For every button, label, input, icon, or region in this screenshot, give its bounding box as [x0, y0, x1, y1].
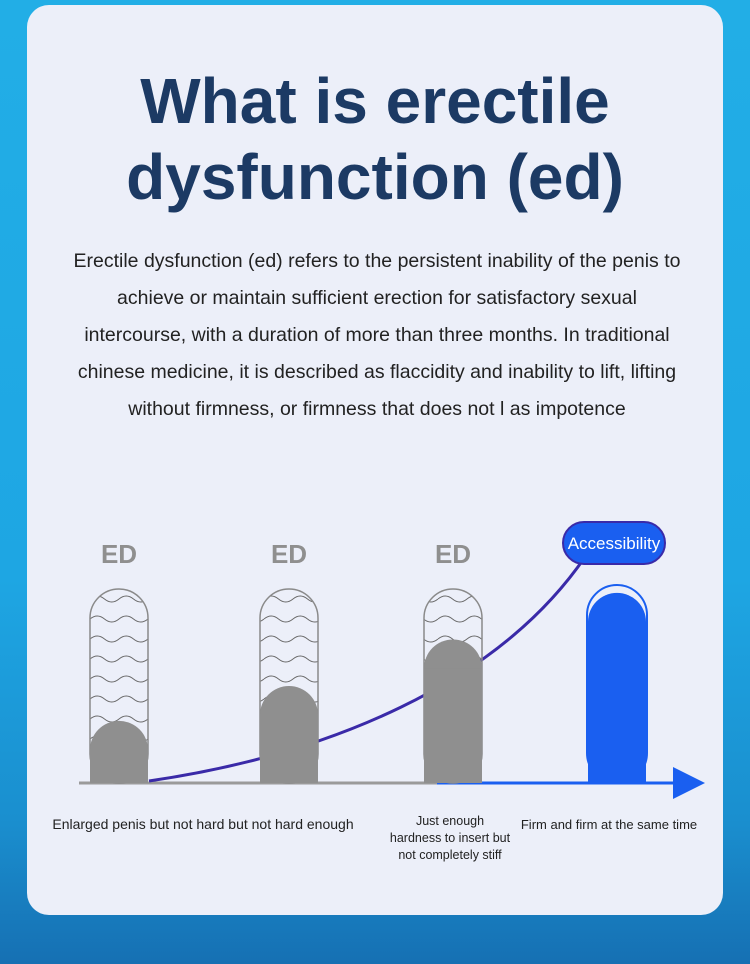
arrow-right-icon	[673, 767, 705, 799]
title-line-1: What is erectile	[140, 65, 610, 137]
stage-fill-base	[424, 668, 482, 783]
stage-fill-base	[260, 715, 318, 783]
stage-4	[586, 584, 648, 784]
stage-label: ED	[271, 539, 307, 569]
description-text: Erectile dysfunction (ed) refers to the …	[73, 250, 681, 420]
info-card: What is erectile dysfunction (ed) Erecti…	[27, 5, 723, 915]
caption-stage-4: Firm and firm at the same time	[520, 817, 698, 832]
stage-fill-base	[90, 749, 148, 783]
caption-stage-1: Enlarged penis but not hard but not hard…	[52, 816, 354, 832]
trend-curve	[148, 556, 587, 783]
badge-label: Accessibility	[568, 534, 661, 553]
title-line-2: dysfunction (ed)	[126, 141, 624, 213]
ed-stages-diagram: ED ED ED Accessibility	[79, 521, 705, 799]
stage-fill-base	[588, 621, 646, 783]
stage-3: ED	[423, 539, 483, 784]
page-title: What is erectile dysfunction (ed)	[27, 63, 723, 215]
stage-1: ED	[89, 539, 149, 784]
stage-label: ED	[101, 539, 137, 569]
caption-stage-3: Just enough hardness to insert but not c…	[389, 814, 511, 862]
stage-label: ED	[435, 539, 471, 569]
accessibility-badge: Accessibility	[562, 521, 666, 565]
stage-2: ED	[259, 539, 319, 784]
